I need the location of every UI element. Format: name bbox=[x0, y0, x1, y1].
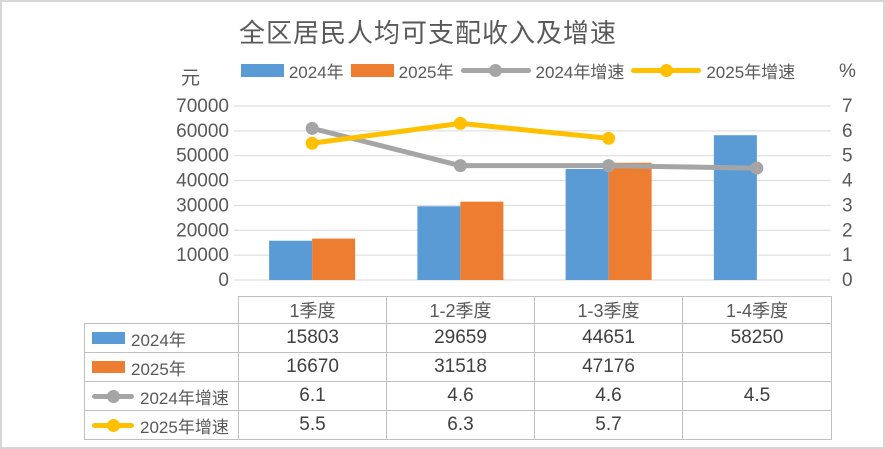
right-axis-tick: 2 bbox=[842, 220, 853, 241]
left-axis-tick: 0 bbox=[218, 270, 229, 291]
bar bbox=[713, 135, 757, 280]
bar bbox=[460, 201, 504, 280]
bar bbox=[608, 162, 652, 280]
legend-item-2025-growth: 2025年增速 bbox=[631, 58, 795, 83]
line-marker bbox=[453, 116, 467, 130]
left-axis-tick: 50000 bbox=[176, 146, 229, 167]
bar-swatch-icon bbox=[240, 63, 284, 77]
left-axis-tick: 40000 bbox=[176, 171, 229, 192]
right-axis-tick: 6 bbox=[842, 121, 853, 142]
left-axis-tick: 20000 bbox=[176, 220, 229, 241]
legend-label: 2024年增速 bbox=[535, 62, 625, 82]
table-header-q3: 1-3季度 bbox=[534, 296, 683, 324]
table-cell: 4.6 bbox=[534, 381, 683, 411]
right-axis-tick: 1 bbox=[842, 245, 853, 266]
series-name: 2025年增速 bbox=[140, 417, 229, 437]
left-axis-unit-label: 元 bbox=[180, 68, 200, 89]
table-cell: 44651 bbox=[534, 323, 683, 353]
table-row-2025-growth: 2025年增速 5.5 6.3 5.7 bbox=[84, 410, 832, 440]
bar bbox=[269, 240, 313, 280]
table-cell: 4.6 bbox=[386, 381, 535, 411]
left-axis-tick: 10000 bbox=[176, 245, 229, 266]
table-cell: 16670 bbox=[238, 352, 387, 382]
table-cell: 5.7 bbox=[534, 410, 683, 440]
line-marker-swatch-icon bbox=[460, 63, 531, 77]
table-row-2024-income: 2024年 15803 29659 44651 58250 bbox=[84, 323, 832, 353]
line-series bbox=[309, 125, 760, 171]
line-marker-swatch-icon bbox=[92, 389, 134, 403]
table-header-q1: 1季度 bbox=[238, 296, 387, 324]
series-name: 2025年 bbox=[131, 359, 186, 379]
legend-item-2024-income: 2024年 bbox=[240, 58, 344, 83]
bar bbox=[312, 238, 356, 280]
series-name: 2024年 bbox=[131, 330, 186, 350]
line-marker bbox=[305, 136, 319, 150]
line-marker bbox=[602, 159, 616, 173]
table-cell: 47176 bbox=[534, 352, 683, 382]
table-cell: 6.3 bbox=[386, 410, 535, 440]
legend-item-2025-income: 2025年 bbox=[350, 58, 454, 83]
line-marker bbox=[453, 159, 467, 173]
right-axis-tick: 4 bbox=[842, 171, 853, 192]
bar bbox=[417, 206, 461, 280]
line-marker bbox=[750, 161, 764, 175]
right-axis-unit-label: % bbox=[839, 61, 856, 82]
series-name: 2024年增速 bbox=[140, 388, 229, 408]
line-marker-swatch-icon bbox=[631, 63, 702, 77]
table-header-row: 1季度 1-2季度 1-3季度 1-4季度 bbox=[85, 296, 832, 324]
left-axis-tick: 60000 bbox=[176, 121, 229, 142]
bar-swatch-icon bbox=[350, 63, 394, 77]
bar bbox=[565, 169, 609, 280]
legend-item-2024-growth: 2024年增速 bbox=[460, 58, 625, 83]
right-axis-tick: 5 bbox=[842, 146, 853, 167]
table-corner-cell bbox=[85, 297, 239, 324]
row-label-cell: 2024年 bbox=[84, 323, 239, 353]
line-marker bbox=[305, 121, 319, 135]
legend-label: 2024年 bbox=[288, 62, 344, 82]
line-marker-swatch-icon bbox=[92, 418, 134, 432]
left-axis-tick: 70000 bbox=[176, 96, 229, 117]
table-cell: 6.1 bbox=[238, 381, 387, 411]
table-cell: 29659 bbox=[386, 323, 535, 353]
table-cell bbox=[682, 352, 832, 382]
table-row-2024-growth: 2024年增速 6.1 4.6 4.6 4.5 bbox=[84, 381, 832, 411]
table-header-q2: 1-2季度 bbox=[386, 296, 535, 324]
table-row-2025-income: 2025年 16670 31518 47176 bbox=[84, 352, 832, 382]
table-cell: 4.5 bbox=[682, 381, 832, 411]
table-cell: 31518 bbox=[386, 352, 535, 382]
row-label-cell: 2025年增速 bbox=[84, 410, 239, 440]
line-marker bbox=[602, 131, 616, 145]
right-axis-tick: 0 bbox=[842, 270, 853, 291]
row-label-cell: 2025年 bbox=[84, 352, 239, 382]
legend-label: 2025年 bbox=[398, 62, 454, 82]
row-label-cell: 2024年增速 bbox=[84, 381, 239, 411]
chart-legend: 2024年 2025年 2024年增速 2025年增速 bbox=[218, 58, 818, 83]
plot-area: 0 0 10000 1 20000 2 30000 3 40000 4 50000 5 60000 6 70… bbox=[176, 96, 853, 291]
bar-swatch-icon bbox=[92, 332, 125, 344]
right-axis-tick: 3 bbox=[842, 195, 853, 216]
table-cell: 58250 bbox=[682, 323, 832, 353]
left-axis-tick: 30000 bbox=[176, 195, 229, 216]
table-header-q4: 1-4季度 bbox=[682, 296, 832, 324]
legend-label: 2025年增速 bbox=[706, 62, 796, 82]
data-table: 1季度 1-2季度 1-3季度 1-4季度 2024年 15803 29659 … bbox=[84, 296, 832, 440]
bar-swatch-icon bbox=[92, 361, 125, 373]
right-axis-tick: 7 bbox=[842, 96, 853, 117]
chart-title: 全区居民人均可支配收入及增速 bbox=[238, 18, 617, 48]
table-cell: 5.5 bbox=[238, 410, 387, 440]
table-cell: 15803 bbox=[238, 323, 387, 353]
table-cell bbox=[682, 410, 832, 440]
